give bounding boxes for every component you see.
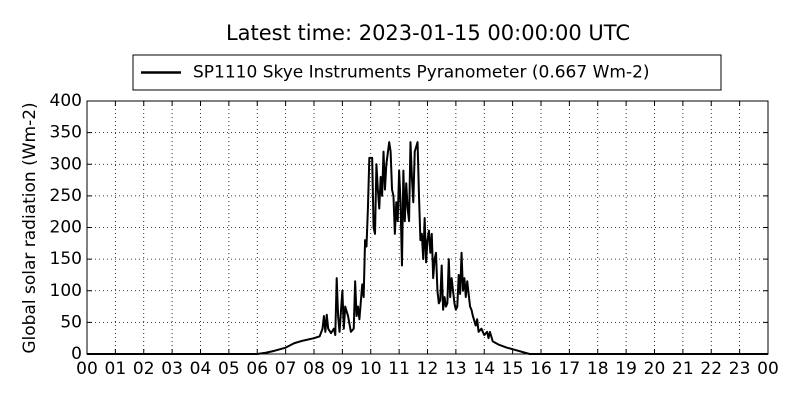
x-tick-label: 00 [76, 359, 98, 379]
x-tick-label: 02 [133, 359, 155, 379]
legend-box [132, 54, 722, 91]
x-tick-label: 16 [530, 359, 552, 379]
x-tick-label: 03 [161, 359, 183, 379]
y-tick-label: 200 [50, 218, 82, 238]
y-tick-label: 100 [50, 281, 82, 301]
y-tick-label: 0 [71, 344, 82, 364]
x-tick-label: 06 [246, 359, 268, 379]
x-tick-label: 11 [388, 359, 410, 379]
y-tick-label: 50 [60, 312, 82, 332]
x-tick-label: 07 [275, 359, 297, 379]
x-tick-label: 18 [587, 359, 609, 379]
x-tick-label: 04 [190, 359, 212, 379]
y-tick-label: 350 [50, 123, 82, 143]
x-tick-label: 17 [559, 359, 581, 379]
y-tick-label: 250 [50, 186, 82, 206]
x-tick-label: 23 [729, 359, 751, 379]
y-tick-label: 150 [50, 249, 82, 269]
x-tick-label: 12 [417, 359, 439, 379]
x-tick-label: 22 [700, 359, 722, 379]
y-tick-label: 400 [50, 91, 82, 111]
plot-frame [86, 100, 769, 355]
x-tick-label: 05 [218, 359, 240, 379]
y-axis-label: Global solar radiation (Wm-2) [20, 102, 40, 353]
chart-title: Latest time: 2023-01-15 00:00:00 UTC [226, 21, 630, 45]
legend-label: SP1110 Skye Instruments Pyranometer (0.6… [193, 63, 650, 83]
x-tick-label: 00 [757, 359, 779, 379]
data-line [87, 141, 768, 355]
x-tick-label: 20 [644, 359, 666, 379]
x-tick-label: 01 [105, 359, 127, 379]
x-tick-label: 13 [445, 359, 467, 379]
x-tick-label: 15 [502, 359, 524, 379]
x-tick-label: 14 [473, 359, 495, 379]
y-tick-label: 300 [50, 154, 82, 174]
x-tick-label: 19 [615, 359, 637, 379]
x-tick-label: 08 [303, 359, 325, 379]
x-tick-label: 10 [360, 359, 382, 379]
x-tick-label: 21 [672, 359, 694, 379]
x-tick-label: 09 [332, 359, 354, 379]
